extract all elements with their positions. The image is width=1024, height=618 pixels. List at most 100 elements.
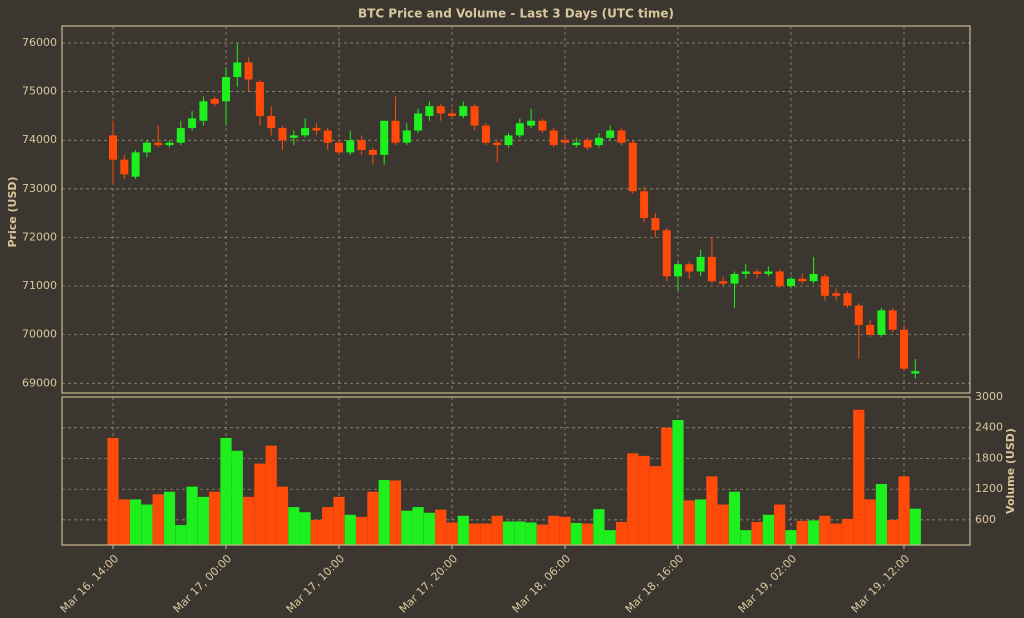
volume-bar bbox=[740, 530, 752, 545]
candle-body bbox=[888, 310, 897, 330]
candle-body bbox=[380, 120, 389, 155]
volume-bar bbox=[728, 491, 741, 545]
candle-body bbox=[120, 159, 129, 175]
volume-frame bbox=[61, 396, 971, 546]
candle-body bbox=[233, 62, 242, 78]
volume-bar bbox=[853, 409, 865, 545]
candle-body bbox=[481, 125, 490, 143]
volume-bar bbox=[322, 507, 334, 545]
volume-bar bbox=[536, 524, 548, 545]
candle-body bbox=[707, 256, 716, 282]
volume-bar bbox=[762, 514, 774, 545]
candle-body bbox=[109, 135, 117, 160]
candle-body bbox=[549, 130, 558, 146]
candle-body bbox=[662, 230, 671, 277]
volume-bar bbox=[559, 516, 571, 545]
volume-bar bbox=[514, 521, 526, 545]
volume-bar bbox=[220, 437, 232, 545]
y2-axis-label: Volume (USD) bbox=[1004, 428, 1017, 514]
candle-body bbox=[414, 113, 423, 131]
candle-body bbox=[866, 324, 875, 335]
volume-bar bbox=[672, 420, 684, 545]
candle-body bbox=[278, 128, 287, 141]
volume-bar bbox=[808, 520, 820, 545]
volume-bar bbox=[695, 499, 707, 545]
candle-body bbox=[753, 271, 762, 274]
volume-bar bbox=[378, 479, 390, 545]
y-tick-label: 73000 bbox=[22, 182, 57, 195]
candle-body bbox=[199, 101, 208, 121]
volume-bar bbox=[401, 510, 413, 545]
volume-bar bbox=[796, 520, 808, 545]
candle-body bbox=[606, 130, 615, 138]
y2-tick-label: 2400 bbox=[975, 421, 1003, 434]
candle-body bbox=[820, 276, 829, 296]
candle-body bbox=[222, 77, 230, 102]
candle-body bbox=[674, 264, 682, 277]
candle-body bbox=[323, 130, 332, 143]
candle-body bbox=[267, 115, 276, 129]
volume-bar bbox=[333, 496, 345, 545]
y-tick-label: 76000 bbox=[22, 36, 57, 49]
candle-body bbox=[798, 278, 807, 282]
volume-bar bbox=[389, 480, 402, 545]
candle-body bbox=[628, 142, 637, 192]
candle-body bbox=[436, 106, 445, 114]
volume-bar bbox=[593, 509, 605, 545]
volume-bar bbox=[423, 512, 435, 545]
y-axis-label: Price (USD) bbox=[6, 176, 19, 247]
candle-body bbox=[504, 135, 513, 146]
candle-body bbox=[764, 271, 773, 274]
volume-bar bbox=[175, 525, 187, 545]
y2-tick-label: 1200 bbox=[975, 482, 1003, 495]
candle-body bbox=[255, 81, 264, 116]
candle-body bbox=[448, 113, 456, 116]
volume-bar bbox=[197, 496, 209, 545]
volume-bar bbox=[627, 453, 639, 545]
candle-body bbox=[188, 118, 197, 129]
volume-bar bbox=[706, 476, 718, 545]
candle-body bbox=[357, 140, 366, 150]
candle-body bbox=[775, 271, 784, 287]
candle-body bbox=[493, 142, 502, 146]
y2-tick-label: 3000 bbox=[975, 390, 1003, 403]
candle-body bbox=[911, 371, 920, 374]
candle-body bbox=[787, 278, 795, 287]
volume-bar bbox=[186, 486, 198, 545]
candle-body bbox=[617, 130, 626, 143]
candle-body bbox=[877, 310, 886, 335]
volume-bar bbox=[107, 437, 119, 545]
candle-body bbox=[289, 135, 298, 138]
volume-bar bbox=[163, 491, 176, 545]
volume-bar bbox=[243, 496, 255, 545]
candle-body bbox=[900, 329, 908, 369]
volume-bar bbox=[615, 521, 628, 545]
candle-body bbox=[741, 271, 750, 274]
volume-bar bbox=[367, 491, 379, 545]
candle-body bbox=[572, 142, 581, 146]
volume-bar bbox=[683, 500, 695, 545]
volume-bar bbox=[130, 499, 142, 545]
volume-bar bbox=[265, 445, 277, 545]
volume-bar bbox=[412, 507, 424, 545]
volume-bar bbox=[469, 523, 481, 545]
candle-body bbox=[561, 140, 569, 143]
volume-bar bbox=[310, 519, 322, 545]
volume-bar bbox=[276, 486, 289, 545]
y2-tick-label: 600 bbox=[975, 513, 996, 526]
volume-bar bbox=[887, 519, 899, 545]
volume-bar bbox=[254, 463, 266, 545]
volume-bar bbox=[446, 522, 458, 545]
volume-bar bbox=[638, 455, 650, 545]
volume-bar bbox=[604, 530, 616, 545]
candle-body bbox=[131, 152, 140, 177]
volume-bar bbox=[118, 499, 130, 545]
candle-body bbox=[459, 106, 468, 116]
volume-bar bbox=[548, 515, 560, 545]
volume-bar bbox=[841, 518, 854, 545]
candle-body bbox=[142, 142, 151, 153]
y-tick-label: 74000 bbox=[22, 133, 57, 146]
candle-body bbox=[470, 106, 479, 126]
volume-bar bbox=[435, 509, 447, 545]
